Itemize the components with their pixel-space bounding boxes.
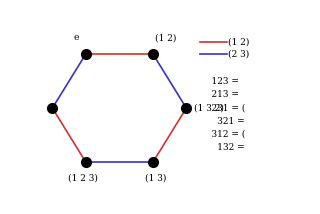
Text: 123 =: 123 = [200, 77, 239, 86]
Text: (1 3 2): (1 3 2) [194, 104, 224, 113]
Text: 312 = (: 312 = ( [200, 130, 245, 139]
Text: (1 2): (1 2) [155, 33, 177, 42]
Text: (2 3): (2 3) [228, 49, 250, 58]
Text: (1 3): (1 3) [145, 174, 166, 183]
Text: e: e [73, 33, 78, 42]
Text: 213 =: 213 = [200, 90, 239, 99]
Text: (1 2 3): (1 2 3) [68, 174, 98, 183]
Text: 132 =: 132 = [200, 143, 244, 152]
Text: (1 2): (1 2) [228, 38, 250, 47]
Text: 321 =: 321 = [200, 117, 244, 126]
Text: 231 = (: 231 = ( [200, 104, 245, 113]
